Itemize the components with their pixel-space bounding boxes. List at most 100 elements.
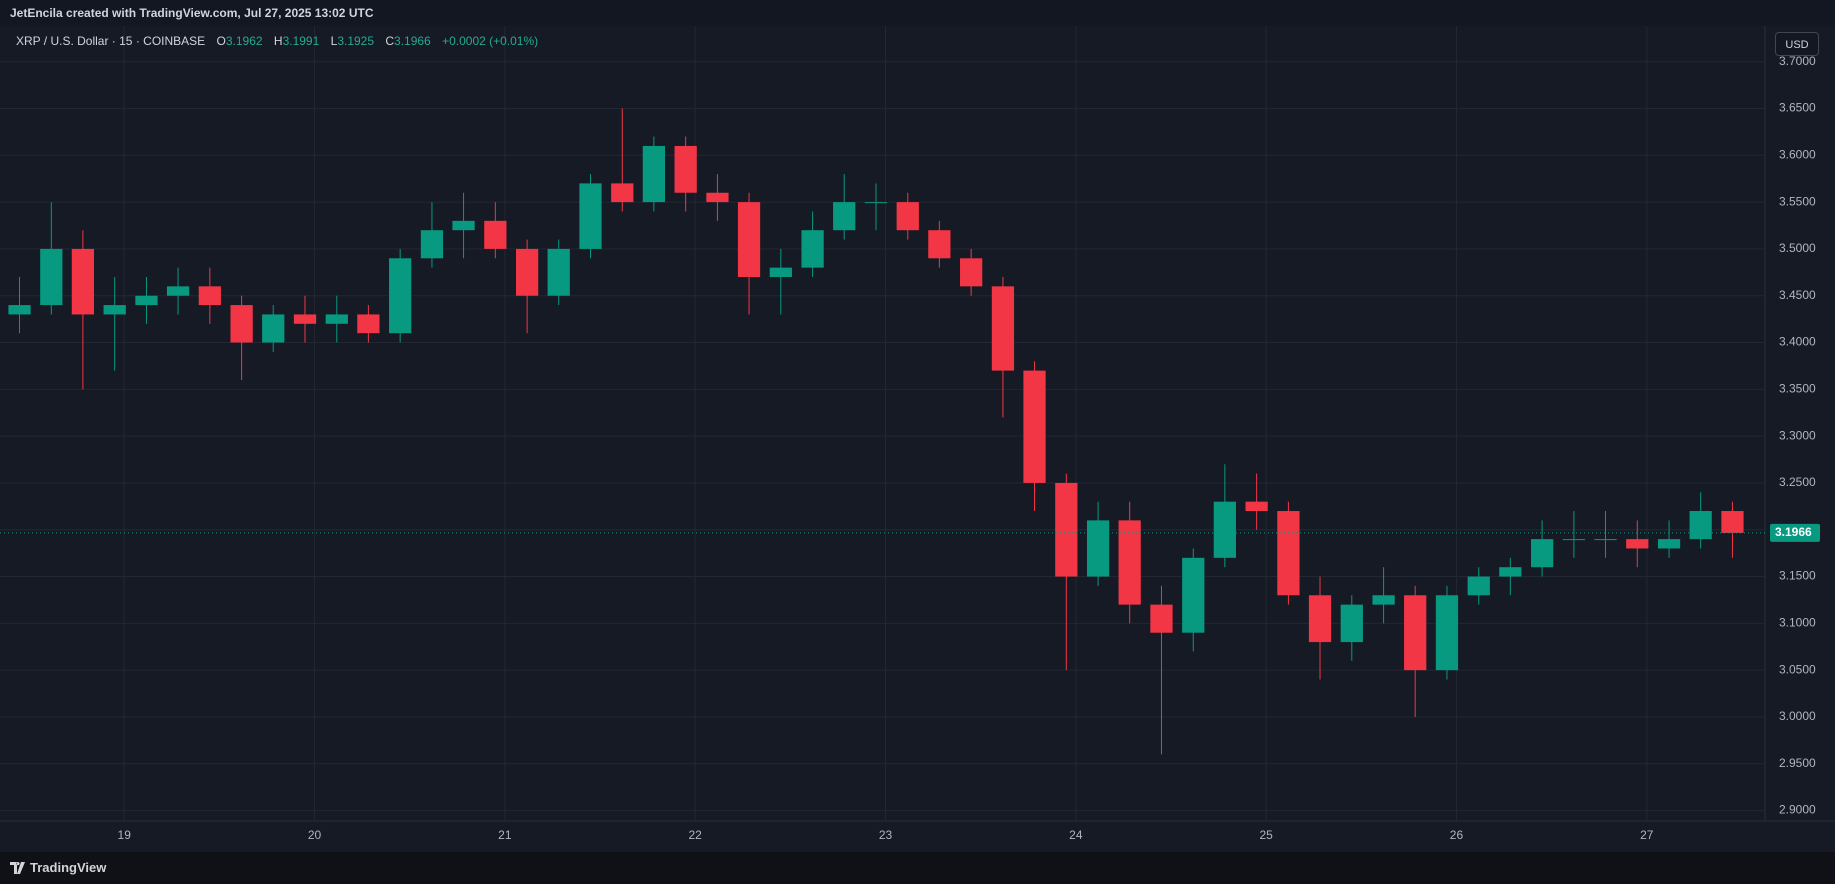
y-tick-label: 2.9500 xyxy=(1779,756,1816,770)
candle-body xyxy=(547,248,570,296)
x-tick-label: 21 xyxy=(498,828,512,842)
y-tick-label: 3.0000 xyxy=(1779,709,1816,723)
y-tick-label: 3.3000 xyxy=(1779,428,1816,442)
currency-button[interactable]: USD xyxy=(1775,32,1819,56)
candle-body xyxy=(896,202,919,231)
y-tick-label: 3.0500 xyxy=(1779,662,1816,676)
candle-body xyxy=(1657,539,1681,549)
x-tick-label: 25 xyxy=(1259,828,1273,842)
x-tick-label: 22 xyxy=(688,828,702,842)
candle-body xyxy=(928,230,951,259)
candle-body xyxy=(1467,576,1490,596)
y-tick-label: 3.3500 xyxy=(1779,382,1816,396)
change: +0.0002 (+0.01%) xyxy=(442,34,539,48)
candle-body xyxy=(135,295,158,306)
candle-body xyxy=(389,258,412,334)
candle-body xyxy=(452,220,475,231)
candle-body xyxy=(1150,604,1173,633)
candle-body xyxy=(1562,539,1586,541)
open-label: O xyxy=(216,34,226,48)
candle-body xyxy=(737,202,761,278)
candle-body xyxy=(1435,595,1459,671)
x-tick-label: 23 xyxy=(879,828,893,842)
y-tick-label: 3.1000 xyxy=(1779,616,1816,630)
symbol-legend: XRP / U.S. Dollar · 15 · COINBASE O3.196… xyxy=(16,34,538,48)
logo-icon xyxy=(10,862,25,874)
y-tick-label: 3.5000 xyxy=(1779,241,1816,255)
candle-body xyxy=(484,220,507,249)
close-value: 3.1966 xyxy=(394,34,431,48)
candle-body xyxy=(1055,482,1078,577)
candle-body xyxy=(40,248,63,306)
chart-background xyxy=(0,26,1835,852)
attribution: JetEncila created with TradingView.com, … xyxy=(10,6,374,20)
y-tick-label: 3.4500 xyxy=(1779,288,1816,302)
close-label: C xyxy=(385,34,395,48)
high-label: H xyxy=(273,34,283,48)
x-tick-label: 24 xyxy=(1069,828,1083,842)
y-tick-label: 3.6000 xyxy=(1779,147,1816,161)
candle-body xyxy=(642,145,665,203)
y-tick-label: 3.6500 xyxy=(1779,101,1816,115)
x-tick-label: 19 xyxy=(118,828,132,842)
candle-body xyxy=(991,286,1015,371)
candle-body xyxy=(1404,595,1427,671)
x-tick-label: 26 xyxy=(1450,828,1464,842)
symbol: XRP / U.S. Dollar · 15 · COINBASE xyxy=(16,34,206,48)
candle-body xyxy=(515,248,539,296)
candle-body xyxy=(198,286,221,306)
candle-body xyxy=(262,314,285,343)
candle-body xyxy=(1308,595,1332,643)
candle-body xyxy=(166,286,190,296)
y-tick-label: 3.2500 xyxy=(1779,475,1816,489)
candle-body xyxy=(1689,511,1712,540)
candle-body xyxy=(1213,501,1236,558)
x-tick-label: 20 xyxy=(308,828,322,842)
candle-body xyxy=(833,202,856,231)
candle-body xyxy=(674,145,697,193)
y-tick-label: 3.4000 xyxy=(1779,335,1816,349)
y-tick-label: 3.5500 xyxy=(1779,194,1816,208)
candle-body xyxy=(960,258,983,287)
low-value: 3.1925 xyxy=(337,34,375,48)
candle-body xyxy=(1277,511,1300,596)
candle-body xyxy=(1118,520,1141,605)
candle-body xyxy=(8,305,31,315)
y-tick-label: 3.7000 xyxy=(1779,54,1816,68)
high-value: 3.1991 xyxy=(282,34,320,48)
y-tick-label: 3.1500 xyxy=(1779,569,1816,583)
candle-body xyxy=(579,183,602,249)
candle-body xyxy=(71,248,95,315)
candle-body xyxy=(1245,501,1268,512)
candle-body xyxy=(1182,557,1205,633)
candle-body xyxy=(1721,511,1744,533)
candle-body xyxy=(769,267,792,278)
candle-body xyxy=(230,305,253,343)
candle-body xyxy=(1086,520,1110,577)
candle-body xyxy=(611,183,634,203)
candle-body xyxy=(325,314,348,324)
last-price-label: 3.1966 xyxy=(1775,525,1812,539)
candle-body xyxy=(1372,595,1395,605)
candle-body xyxy=(1023,370,1046,483)
candle-body xyxy=(864,202,888,204)
x-tick-label: 27 xyxy=(1640,828,1654,842)
candle-body xyxy=(293,314,317,324)
brand: TradingView xyxy=(30,860,107,875)
low-label: L xyxy=(330,34,338,48)
attribution-bar: JetEncila created with TradingView.com, … xyxy=(0,0,1835,26)
candle-body xyxy=(801,230,824,268)
y-tick-label: 2.9000 xyxy=(1779,803,1816,817)
candle-body xyxy=(357,314,380,334)
candle-body xyxy=(103,305,126,315)
candle-body xyxy=(1626,539,1649,549)
open-value: 3.1962 xyxy=(225,34,263,48)
footer: TradingView xyxy=(0,852,1835,884)
candle-body xyxy=(1499,567,1522,577)
last-price-tag xyxy=(1770,523,1820,542)
candle-body xyxy=(1340,604,1363,643)
candle-body xyxy=(420,230,444,259)
candle-body xyxy=(706,192,729,203)
